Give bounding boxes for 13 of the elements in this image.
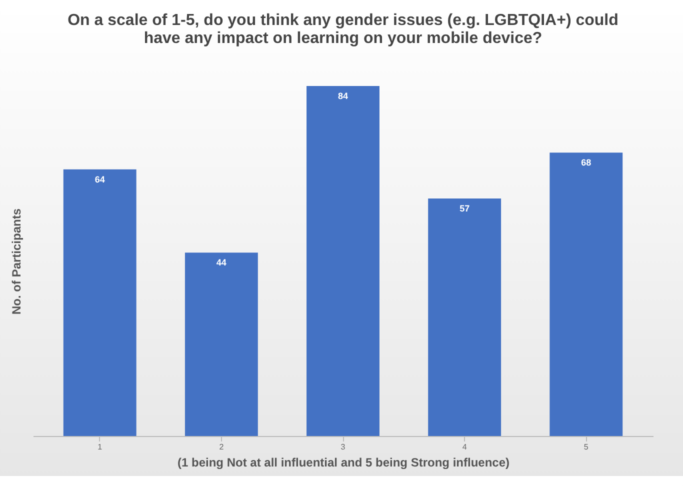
data-label: 64: [94, 174, 105, 184]
x-tick-label: 2: [219, 442, 224, 452]
data-label: 57: [460, 204, 470, 214]
x-tick-label: 3: [340, 442, 346, 452]
data-label: 44: [216, 258, 226, 268]
x-tick-label: 1: [98, 442, 103, 452]
x-tick-label: 4: [462, 442, 468, 452]
data-label: 68: [581, 158, 592, 168]
data-label: 84: [338, 91, 348, 101]
x-axis-title: (1 being Not at all influential and 5 being Strong influence): [177, 456, 510, 470]
x-tick-label: 5: [584, 442, 589, 452]
chart-title: On a scale of 1-5, do you think any gender issues (e.g. LGBTQIA+) could have any impact on learning on your mobile device?: [68, 12, 618, 47]
y-axis-title: No. of Participants: [10, 208, 24, 315]
